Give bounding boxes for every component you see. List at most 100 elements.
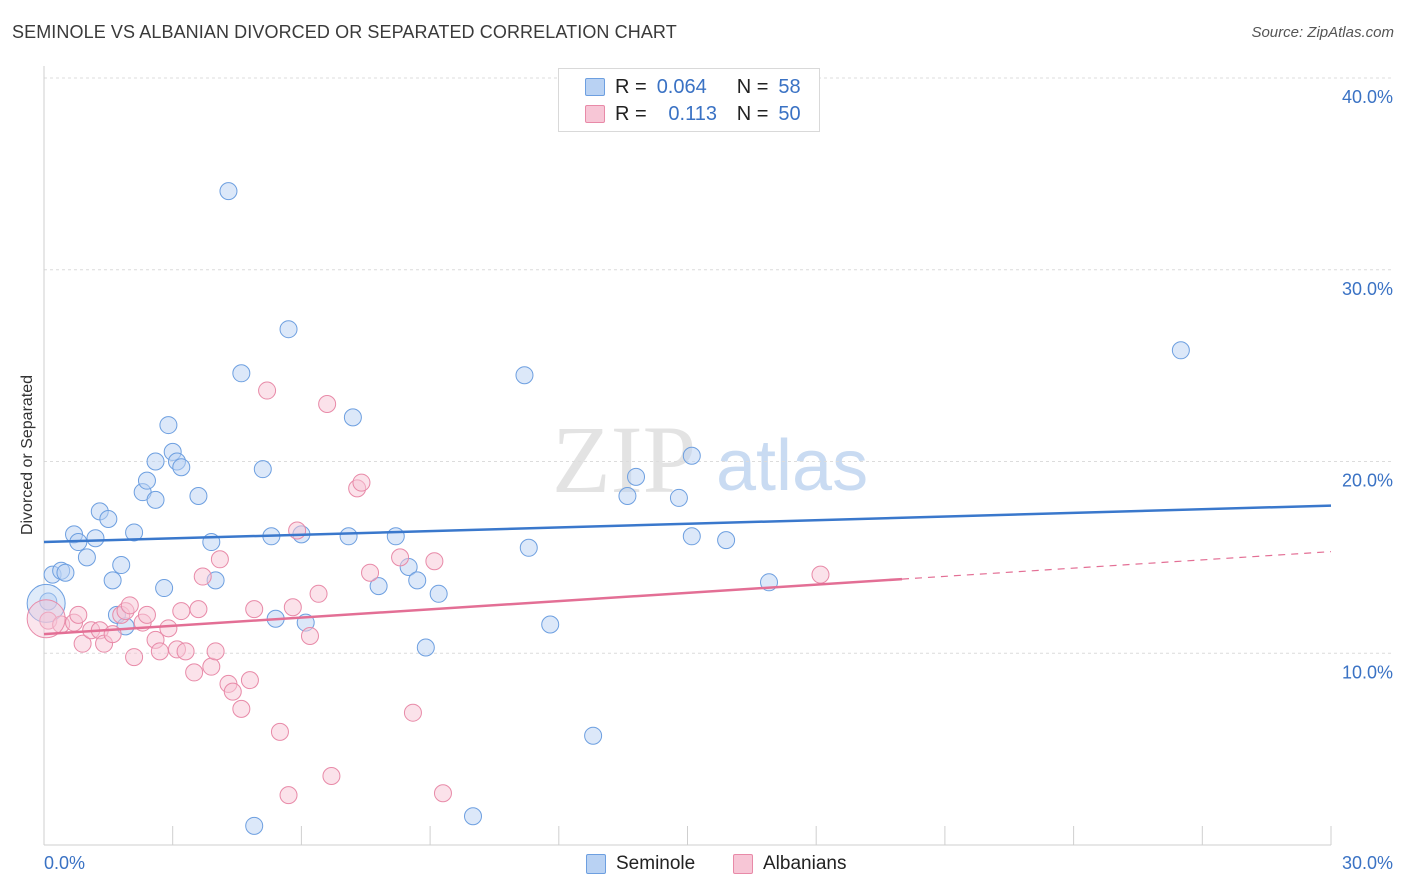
seminole-point [627, 467, 646, 486]
albanians-legend-swatch [733, 854, 753, 874]
seminole-point [155, 579, 174, 598]
legend-row-albanians: R = 0.113 N = 50 [585, 103, 801, 125]
seminole-trend-line [43, 504, 1332, 544]
seminole-point [146, 490, 165, 509]
x-tick-label: 30.0% [1342, 853, 1393, 873]
albanians-point [26, 599, 66, 639]
seminole-point [189, 487, 208, 506]
albanians-point [202, 657, 221, 676]
albanians-point [150, 642, 169, 661]
seminole-point [112, 556, 131, 575]
seminole-point [219, 182, 238, 201]
albanians-point [245, 600, 264, 619]
albanians-swatch [585, 105, 605, 123]
seminole-point [682, 446, 701, 465]
seminole-legend-swatch [586, 854, 606, 874]
albanians-point [120, 596, 139, 615]
albanians-point [318, 394, 337, 413]
albanians-point [279, 786, 298, 805]
albanians-point [288, 521, 307, 540]
r-value: 0.113 [668, 102, 717, 125]
seminole-point [245, 816, 264, 835]
albanians-point [193, 567, 212, 586]
r-value: 0.064 [656, 75, 707, 98]
n-value: 50 [778, 102, 801, 125]
seminole-point [717, 531, 736, 550]
albanians-point [159, 619, 178, 638]
albanians-point [210, 550, 229, 569]
stats-legend: R = 0.064 N = 58 R = 0.113 N = 50 [558, 68, 820, 132]
seminole-point [519, 538, 538, 557]
seminole-point [416, 638, 435, 657]
seminole-point [159, 416, 178, 435]
chart-source: Source: ZipAtlas.com [1251, 24, 1394, 41]
albanians-point [206, 642, 225, 661]
seminole-point [515, 366, 534, 385]
seminole-point [618, 487, 637, 506]
watermark-atlas: atlas [716, 426, 868, 506]
albanians-point [361, 563, 380, 582]
albanians-point [258, 381, 277, 400]
albanians-point [322, 766, 341, 785]
r-label: R = [615, 102, 647, 125]
seminole-point [464, 807, 482, 826]
legend-row-seminole: R = 0.064 N = 58 [585, 76, 801, 98]
seminole-point [77, 548, 96, 567]
seminole-point [429, 584, 448, 603]
seminole-point [103, 571, 122, 590]
albanians-point [309, 584, 328, 603]
albanians-point [73, 634, 92, 653]
albanians-point [232, 699, 251, 718]
albanians-point [391, 548, 410, 567]
albanians-point [433, 784, 452, 803]
seminole-point [125, 523, 144, 542]
seminole-point [369, 577, 388, 596]
seminole-point [99, 510, 118, 529]
albanians-point [270, 722, 289, 741]
seminole-point [279, 320, 298, 339]
seminole-point [39, 592, 58, 611]
albanians-point [240, 671, 259, 690]
seminole-point [172, 458, 191, 477]
albanians-point [223, 682, 242, 701]
n-label: N = [736, 102, 769, 125]
seminole-point [339, 527, 358, 546]
seminole-point [137, 471, 156, 490]
seminole-point [86, 529, 105, 548]
albanians-point [69, 605, 88, 624]
albanians-point [176, 642, 195, 661]
seminole-point [584, 726, 603, 745]
seminole-point [408, 571, 427, 590]
y-tick-label: 30.0% [1342, 279, 1393, 299]
seminole-point [56, 563, 75, 582]
albanians-point [189, 600, 208, 619]
chart-title: SEMINOLE VS ALBANIAN DIVORCED OR SEPARAT… [12, 22, 677, 42]
albanians-point [125, 648, 144, 667]
n-value: 58 [778, 75, 801, 98]
r-label: R = [615, 75, 647, 98]
y-tick-label: 10.0% [1342, 662, 1393, 682]
albanians-point [137, 605, 156, 624]
seminole-point [541, 615, 560, 634]
n-label: N = [736, 75, 769, 98]
seminole-legend-label: Seminole [616, 853, 696, 874]
albanians-point [283, 598, 302, 617]
seminole-swatch [585, 78, 605, 96]
seminole-point [669, 488, 688, 507]
albanians-point [811, 565, 830, 584]
seminole-point [343, 408, 362, 427]
seminole-point [146, 452, 165, 471]
albanians-point [185, 663, 204, 682]
y-tick-label: 40.0% [1342, 87, 1393, 107]
legend-item-seminole: Seminole [586, 852, 695, 876]
x-tick-label: 0.0% [44, 853, 85, 873]
albanians-point [403, 703, 422, 722]
seminole-point [682, 527, 701, 546]
albanians-legend-label: Albanians [763, 853, 847, 874]
y-tick-label: 20.0% [1342, 471, 1393, 491]
albanians-point [172, 602, 191, 621]
albanians-trend-line [43, 577, 903, 636]
seminole-point [232, 364, 251, 383]
albanians-point [300, 626, 319, 645]
